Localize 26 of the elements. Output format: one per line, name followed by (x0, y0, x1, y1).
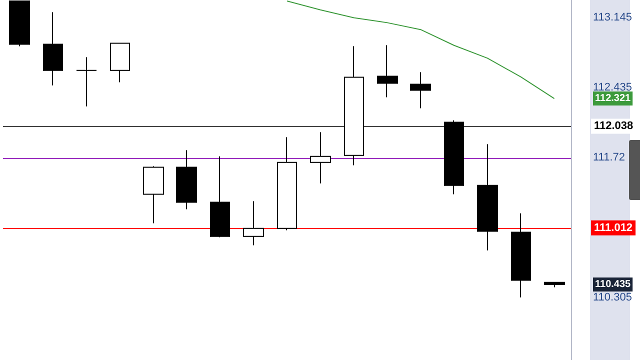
candlestick (9, 0, 30, 47)
text: 110.435 (595, 279, 632, 290)
candlestick (76, 56, 97, 107)
candlestick (444, 120, 464, 195)
candlestick (477, 144, 498, 251)
y-tick-label: 112.435 (593, 81, 632, 94)
y-tick-label: 113.145 (593, 11, 632, 24)
candlestick (544, 282, 565, 288)
candlestick (310, 132, 331, 184)
candlestick (176, 150, 197, 210)
candlestick (511, 212, 531, 298)
text: 112.321 (595, 93, 632, 104)
candlestick (377, 44, 398, 98)
candlestick (110, 42, 130, 83)
candlestick (277, 136, 297, 231)
candlestick (410, 72, 431, 109)
candlestick (43, 12, 63, 86)
line-series (286, 0, 555, 100)
y-tick-label: 111.72 (593, 151, 626, 164)
y-tick-label: 110.305 (593, 291, 632, 304)
candlestick (143, 166, 164, 224)
candlestick (344, 46, 364, 166)
ref-line-label: 112.038 (594, 120, 634, 132)
candlestick (210, 156, 230, 238)
ref-line-label: 111.012 (594, 222, 633, 234)
candlestick (243, 200, 264, 246)
